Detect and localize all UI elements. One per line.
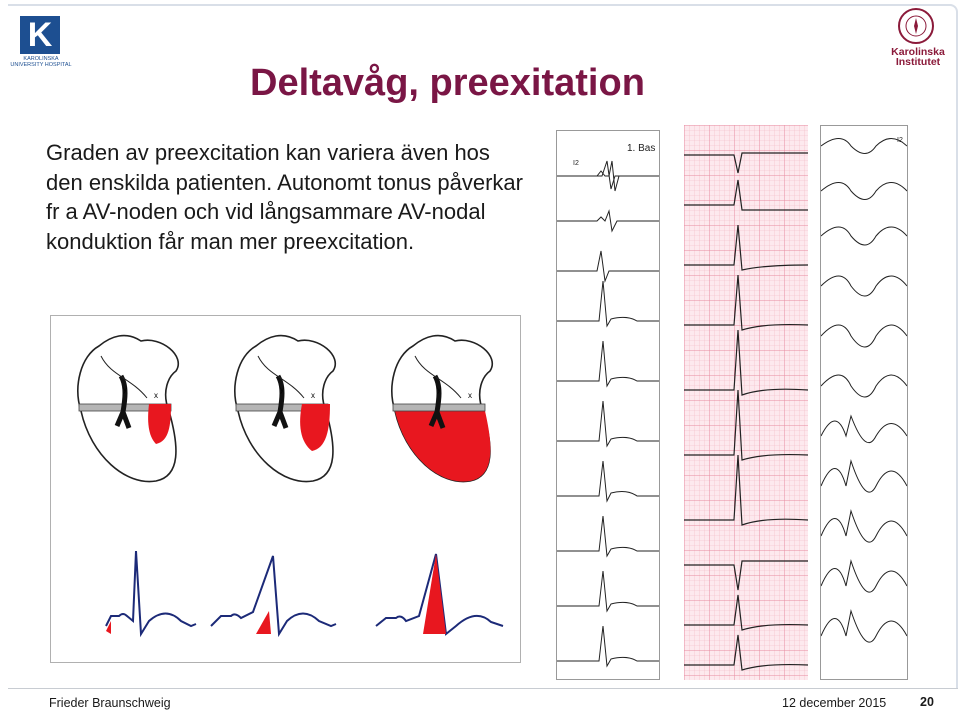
label-x-2: x — [311, 391, 315, 400]
page-number: 20 — [920, 695, 934, 709]
slide-body-text: Graden av preexcitation kan variera även… — [46, 140, 523, 254]
preexcitation-diagram: y x y x y x — [50, 315, 521, 663]
label-y-1: y — [123, 385, 127, 394]
ecg-strip-1: 1. Bas I2 — [556, 130, 660, 680]
ecg-strip-3-beats — [820, 138, 908, 643]
label-y-2: y — [280, 385, 284, 394]
label-y-3: y — [437, 385, 441, 394]
logo-name-line2: Institutet — [895, 56, 941, 68]
ecg-strip-1-label: 1. Bas — [627, 143, 655, 154]
logo-text-line2: UNIVERSITY HOSPITAL — [10, 62, 72, 68]
ecg-strip-1-lead: I2 — [573, 160, 579, 167]
footer-author: Frieder Braunschweig — [49, 696, 171, 710]
ecg-strip-2 — [684, 125, 809, 680]
heart-diagram-3: y x — [391, 334, 493, 483]
ecg-strip-1-beats — [557, 160, 659, 668]
slide-title: Deltavåg, preexitation — [250, 62, 645, 104]
karolinska-hospital-logo: K KAROLINSKA UNIVERSITY HOSPITAL — [6, 8, 76, 68]
ecg-strip-2-beats — [684, 152, 809, 671]
label-x-3: x — [468, 391, 472, 400]
ecg-trace-3 — [375, 553, 504, 636]
logo-letter: K — [20, 16, 60, 54]
heart-diagram-2: y x — [234, 334, 336, 483]
ecg-trace-2 — [210, 555, 337, 638]
ecg-trace-1 — [105, 550, 197, 638]
seal-icon — [898, 8, 934, 44]
logo-text-line1: KAROLINSKA — [23, 56, 59, 62]
logo-name-line1: Karolinska — [891, 46, 945, 58]
footer-divider — [8, 688, 958, 689]
slide-frame — [8, 4, 958, 688]
ecg-strip-3: I2 — [820, 125, 908, 680]
label-x-1: x — [154, 391, 158, 400]
karolinska-institutet-logo: Karolinska Institutet — [884, 8, 952, 68]
footer-date: 12 december 2015 — [782, 696, 887, 710]
heart-diagram-1: y x — [77, 334, 179, 483]
